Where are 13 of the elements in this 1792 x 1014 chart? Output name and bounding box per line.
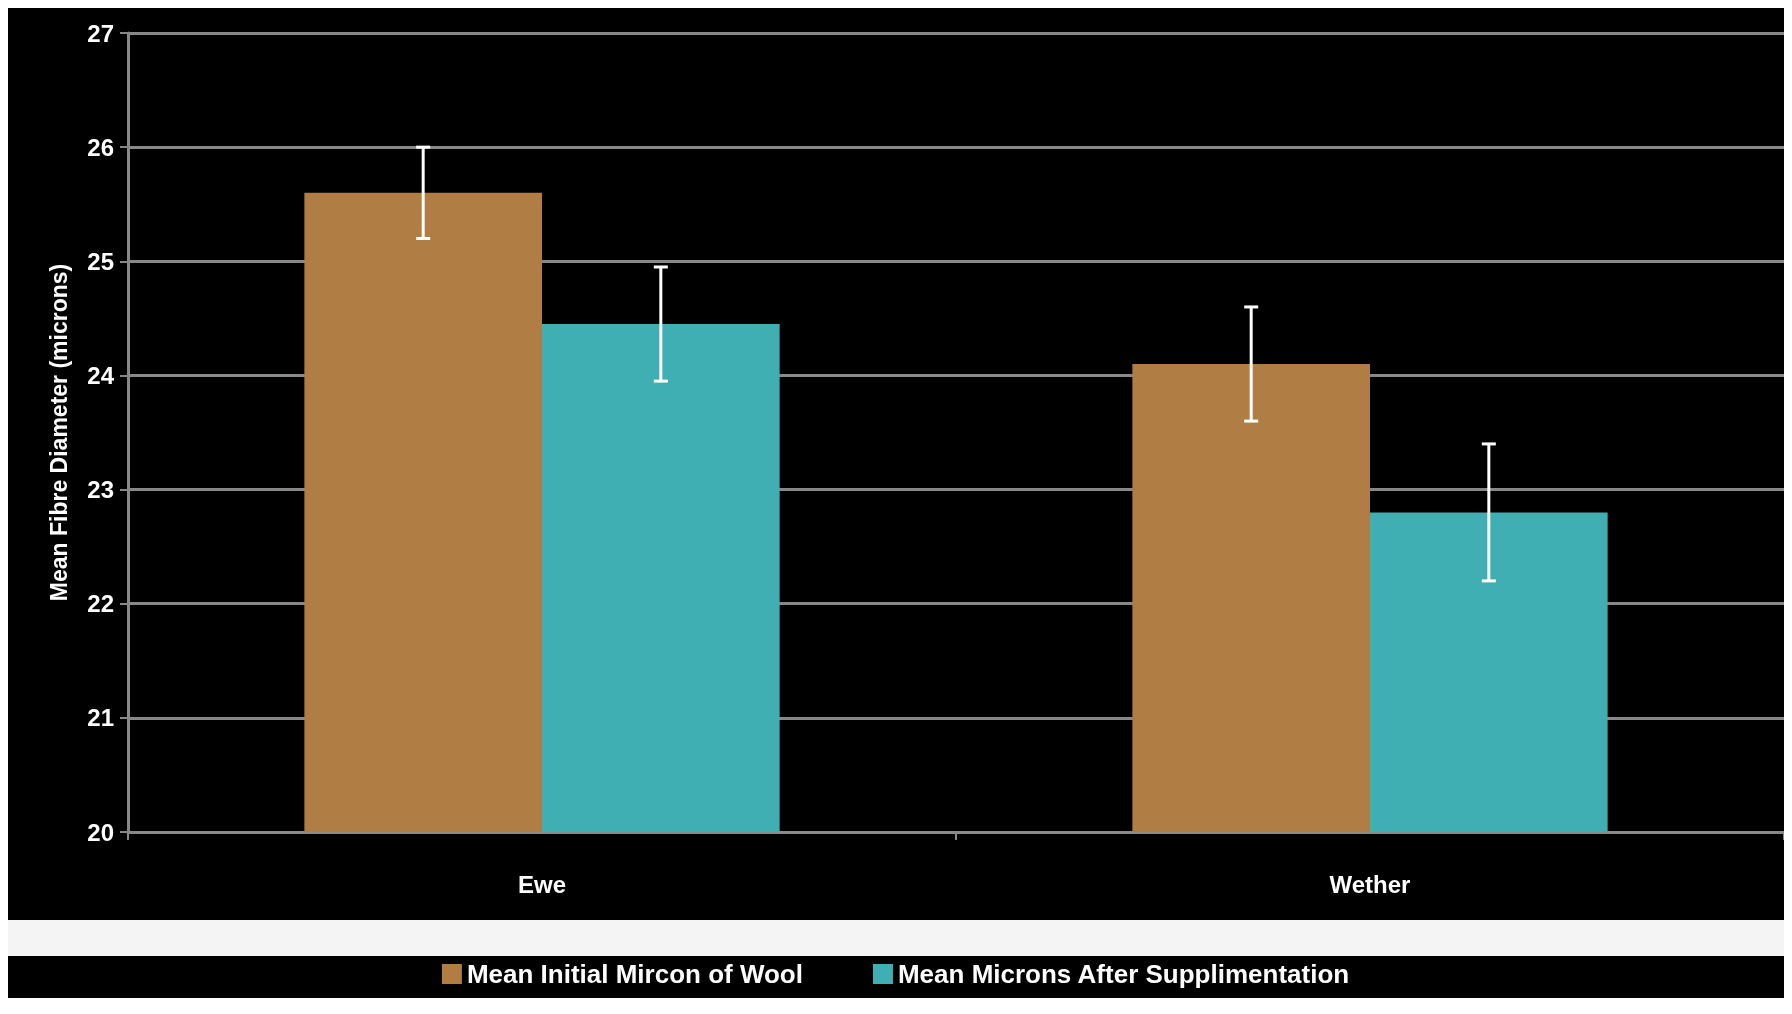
x-tick-label: Wether bbox=[1329, 870, 1411, 898]
y-tick-label: 20 bbox=[87, 818, 114, 846]
y-tick-label: 24 bbox=[87, 361, 115, 389]
y-tick-label: 25 bbox=[87, 247, 114, 275]
y-tick-label: 26 bbox=[87, 133, 114, 161]
x-tick-label: Ewe bbox=[517, 870, 567, 898]
y-tick-label: 27 bbox=[87, 19, 114, 47]
legend-label: Mean Initial Mircon of Wool bbox=[466, 959, 803, 989]
y-tick-label: 21 bbox=[87, 704, 114, 732]
legend-label: Mean Microns After Supplimentation bbox=[897, 959, 1350, 989]
y-axis-title: Mean Fibre Diameter (microns) bbox=[45, 263, 72, 602]
y-tick-label: 23 bbox=[87, 476, 114, 504]
y-tick-label: 22 bbox=[87, 590, 114, 618]
